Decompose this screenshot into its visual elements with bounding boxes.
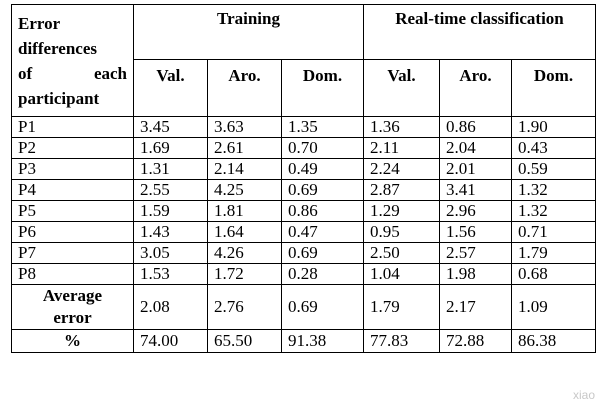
average-cell: 2.17 [439,284,512,330]
table-cell: 1.64 [207,221,282,243]
table-cell: 2.11 [363,137,440,159]
table-cell: 0.69 [281,242,364,264]
table-cell: 1.53 [133,263,208,285]
percent-row: % 74.00 65.50 91.38 77.83 72.88 86.38 [11,329,596,353]
table-cell: 0.49 [281,158,364,180]
table-cell: 1.69 [133,137,208,159]
column-header: Val. [133,59,208,117]
percent-label: % [11,329,134,353]
table-cell: 1.59 [133,200,208,222]
table-cell: 1.56 [439,221,512,243]
table-cell: 0.59 [511,158,596,180]
row-label: P8 [11,263,134,285]
group-header-training: Training [133,4,364,60]
average-cell: 1.79 [363,284,440,330]
corner-line: participant [18,88,100,108]
percent-cell: 72.88 [439,329,512,353]
average-cell: 0.69 [281,284,364,330]
table-cell: 1.29 [363,200,440,222]
column-header: Dom. [511,59,596,117]
corner-header: Error differences of each participant [11,4,134,117]
average-cell: 2.76 [207,284,282,330]
table-cell: 1.72 [207,263,282,285]
table-cell: 0.47 [281,221,364,243]
row-label: P4 [11,179,134,201]
table-cell: 4.26 [207,242,282,264]
table-cell: 0.68 [511,263,596,285]
percent-cell: 77.83 [363,329,440,353]
table-cell: 1.98 [439,263,512,285]
table-body: P1 3.45 3.63 1.35 1.36 0.86 1.90 P2 1.69 2.61 0.70… [11,116,596,285]
table-cell: 2.01 [439,158,512,180]
table-row: P2 1.69 2.61 0.70 2.11 2.04 0.43 [11,137,596,159]
table-row: P6 1.43 1.64 0.47 0.95 1.56 0.71 [11,221,596,243]
table-cell: 3.45 [133,116,208,138]
table-cell: 0.95 [363,221,440,243]
table-cell: 2.14 [207,158,282,180]
column-header: Val. [363,59,440,117]
table-cell: 2.04 [439,137,512,159]
table-cell: 2.50 [363,242,440,264]
percent-cell: 91.38 [281,329,364,353]
percent-cell: 86.38 [511,329,596,353]
table-cell: 1.43 [133,221,208,243]
group-header-realtime: Real-time classification [363,4,596,60]
table-cell: 2.96 [439,200,512,222]
table-row: P8 1.53 1.72 0.28 1.04 1.98 0.68 [11,263,596,285]
column-header: Aro. [439,59,512,117]
table-cell: 0.86 [439,116,512,138]
watermark: xiao [572,388,595,402]
table-cell: 1.31 [133,158,208,180]
column-header: Dom. [281,59,364,117]
column-header: Aro. [207,59,282,117]
percent-cell: 65.50 [207,329,282,353]
table-row: P7 3.05 4.26 0.69 2.50 2.57 1.79 [11,242,596,264]
table-cell: 1.32 [511,179,596,201]
corner-line: Error [18,13,61,33]
table-cell: 2.57 [439,242,512,264]
average-cell: 1.09 [511,284,596,330]
row-label: P1 [11,116,134,138]
table-cell: 0.28 [281,263,364,285]
table-cell: 1.81 [207,200,282,222]
row-label: P6 [11,221,134,243]
table-row: P4 2.55 4.25 0.69 2.87 3.41 1.32 [11,179,596,201]
table-cell: 2.87 [363,179,440,201]
percent-cell: 74.00 [133,329,208,353]
average-cell: 2.08 [133,284,208,330]
table-row: P3 1.31 2.14 0.49 2.24 2.01 0.59 [11,158,596,180]
table-cell: 1.90 [511,116,596,138]
table-cell: 0.69 [281,179,364,201]
table-cell: 1.36 [363,116,440,138]
table-cell: 2.61 [207,137,282,159]
table-cell: 1.32 [511,200,596,222]
row-label: P3 [11,158,134,180]
table-cell: 2.55 [133,179,208,201]
error-table: Error differences of each participant Tr… [11,4,596,353]
row-label: P2 [11,137,134,159]
row-label: P5 [11,200,134,222]
corner-line: of each [18,63,127,83]
table-cell: 4.25 [207,179,282,201]
row-label: P7 [11,242,134,264]
average-label-line: error [53,308,92,327]
table-cell: 3.41 [439,179,512,201]
average-label: Average error [11,284,134,330]
table-cell: 1.79 [511,242,596,264]
table-cell: 3.05 [133,242,208,264]
table-cell: 0.86 [281,200,364,222]
table-cell: 0.71 [511,221,596,243]
table-cell: 1.04 [363,263,440,285]
table-cell: 0.43 [511,137,596,159]
corner-line: differences [18,38,97,58]
average-label-line: Average [42,286,103,305]
table-cell: 1.35 [281,116,364,138]
table-cell: 3.63 [207,116,282,138]
table-cell: 0.70 [281,137,364,159]
table-row: P5 1.59 1.81 0.86 1.29 2.96 1.32 [11,200,596,222]
table-cell: 2.24 [363,158,440,180]
average-row: Average error 2.08 2.76 0.69 1.79 2.17 1… [11,284,596,330]
table-row: P1 3.45 3.63 1.35 1.36 0.86 1.90 [11,116,596,138]
